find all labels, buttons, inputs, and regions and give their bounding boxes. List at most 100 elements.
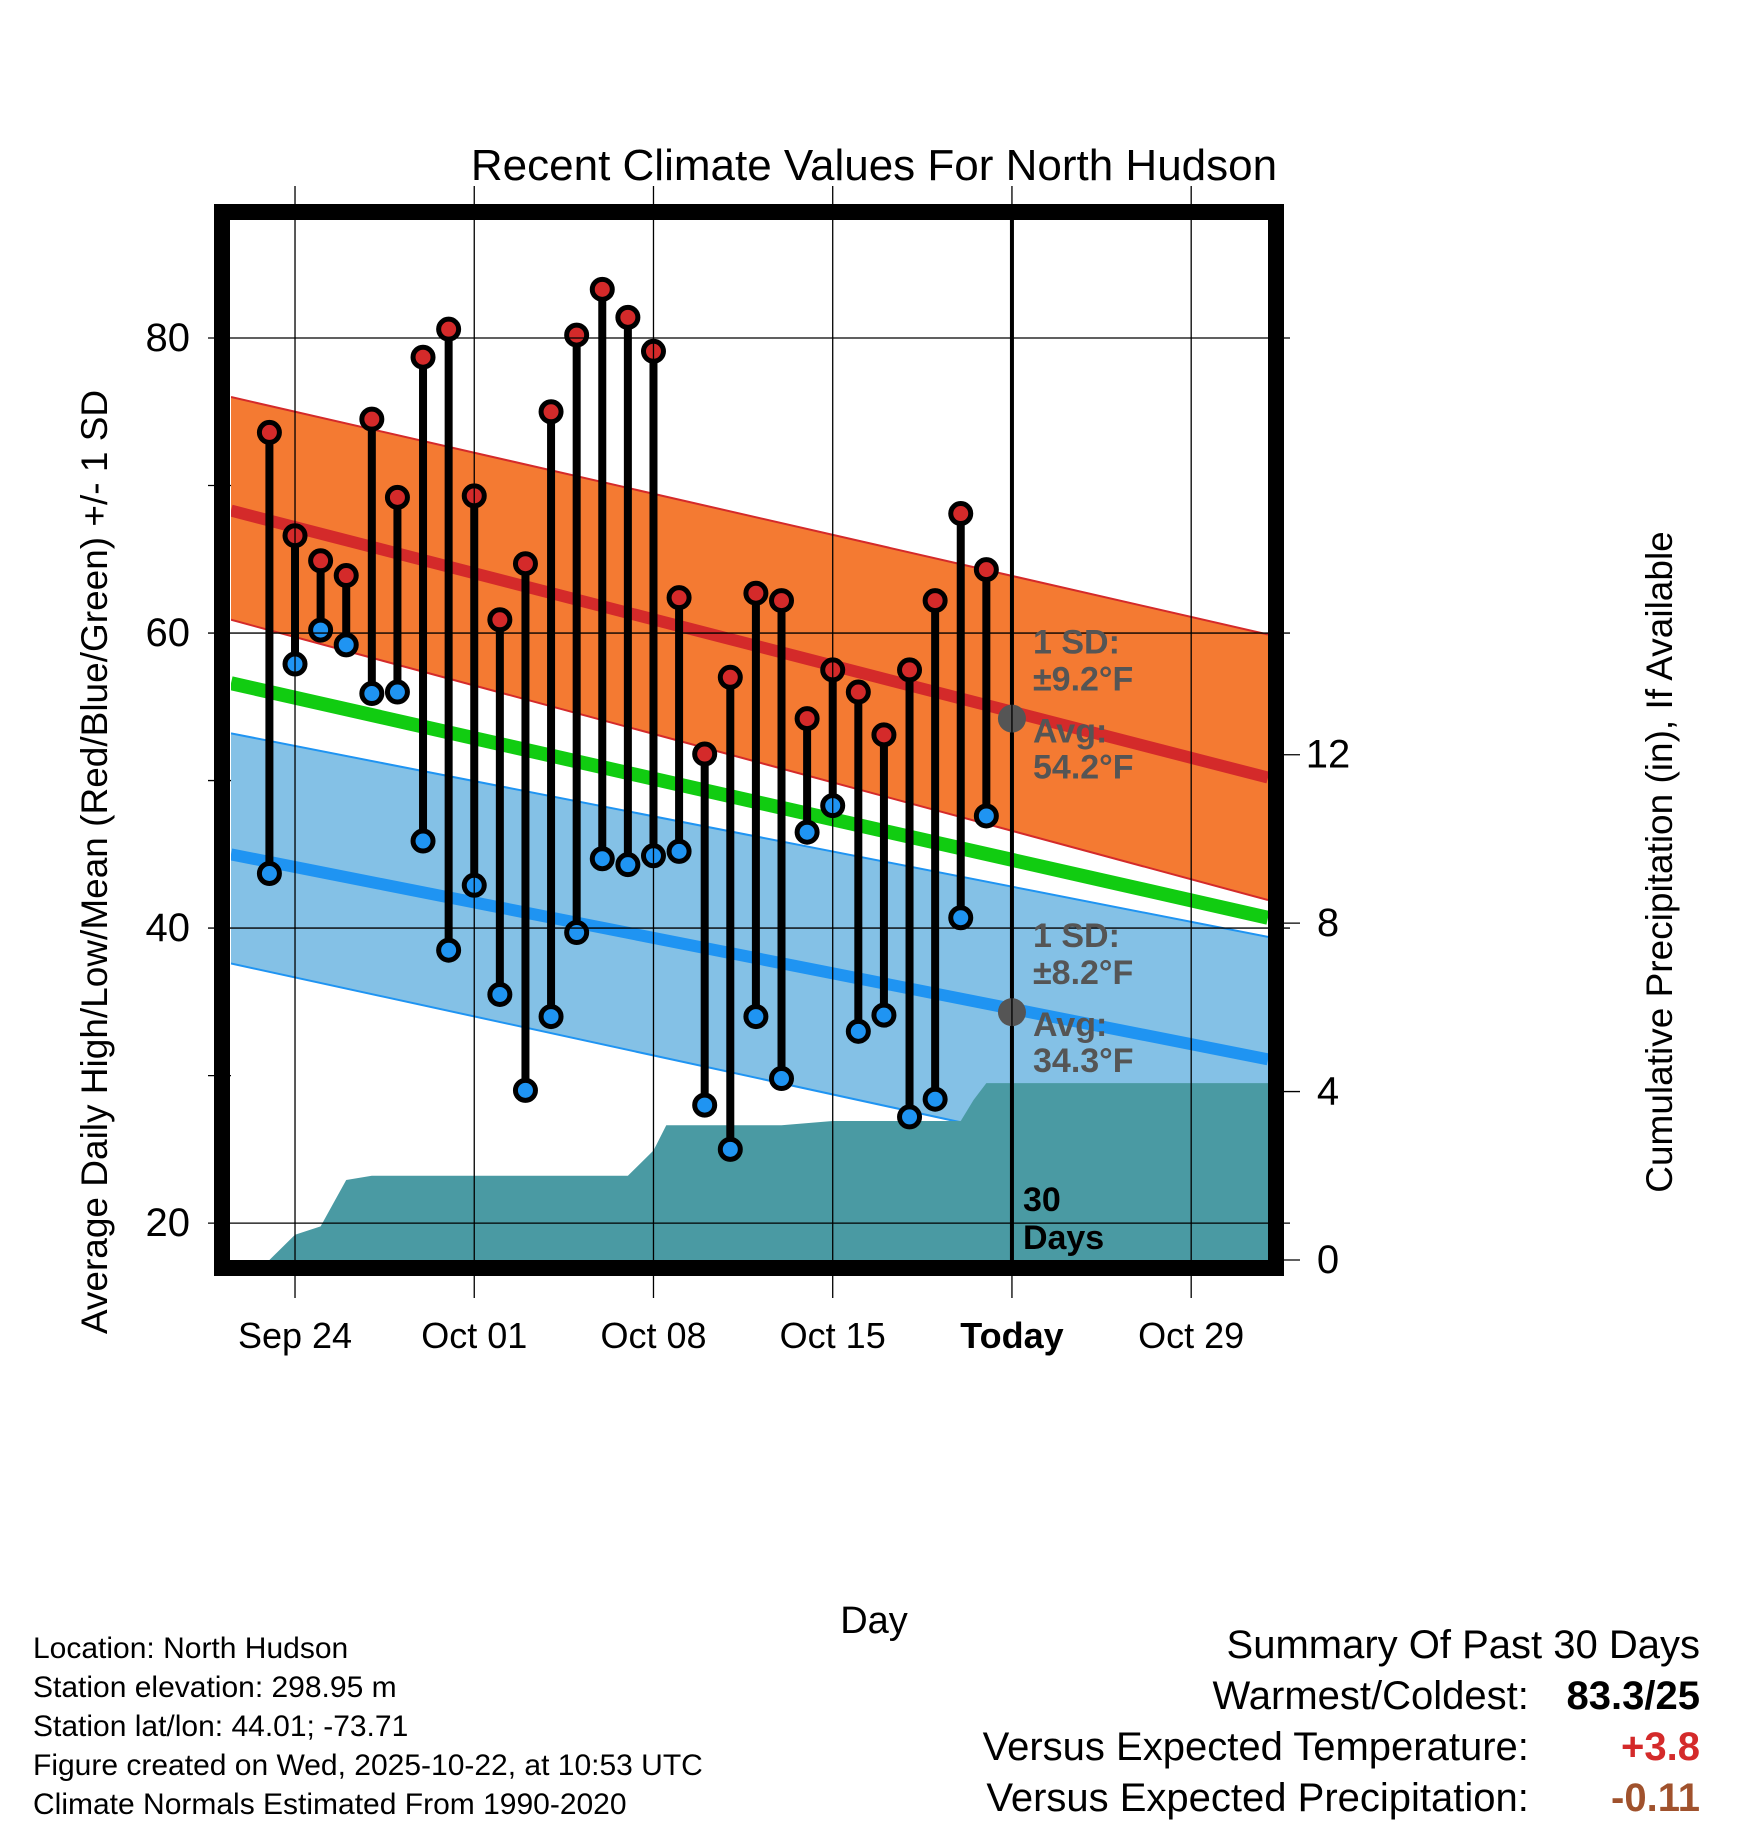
low-point [333, 632, 359, 658]
high-point [769, 588, 795, 614]
low-point [743, 1004, 769, 1030]
x-tick-label: Oct 15 [780, 1315, 886, 1356]
low-avg-label: Avg: [1033, 1006, 1107, 1044]
high-point [436, 316, 462, 342]
summary-warmest-label: Warmest/Coldest: [1212, 1674, 1529, 1718]
low-point [256, 861, 282, 887]
high-sd-upper-line [231, 396, 1268, 636]
plot-frame [214, 204, 1284, 1276]
low-point [512, 1077, 538, 1103]
today-count-number: 30 [1023, 1181, 1061, 1219]
high-avg-label: Avg: [1033, 713, 1107, 751]
y-tick-label-right: 12 [1306, 733, 1351, 777]
high-sd-label: 1 SD: [1033, 624, 1120, 662]
low-point [436, 937, 462, 963]
precip-area [243, 1083, 1268, 1260]
x-tick-label: Sep 24 [238, 1315, 352, 1356]
high-point [973, 557, 999, 583]
high-point [512, 551, 538, 577]
low-point [845, 1018, 871, 1044]
low-point [692, 1092, 718, 1118]
latlon-text: Station lat/lon: 44.01; -73.71 [33, 1710, 409, 1743]
station-info: Location: North Hudson Station elevation… [33, 1629, 703, 1824]
low-sd-upper-line [231, 732, 1268, 938]
high-point [564, 322, 590, 348]
y-tick-label-right: 4 [1317, 1070, 1339, 1114]
high-sd-lower-line [231, 618, 1268, 902]
elevation-text: Station elevation: 298.95 m [33, 1671, 397, 1704]
high-point [256, 419, 282, 445]
high-point [538, 399, 564, 425]
low-point [308, 617, 334, 643]
low-point [717, 1136, 743, 1162]
low-point [794, 819, 820, 845]
high-point [897, 657, 923, 683]
low-point [589, 846, 615, 872]
low-avg-value: 34.3°F [1033, 1042, 1134, 1080]
y-axis-right-label: Cumulative Precipitation (in), If Availa… [1639, 531, 1680, 1193]
high-point [845, 679, 871, 705]
normal-high-line [231, 504, 1268, 784]
low-point [948, 905, 974, 931]
today-count-unit: Days [1023, 1219, 1104, 1257]
high-point [948, 501, 974, 527]
high-point [717, 664, 743, 690]
y-tick-label-left: 60 [146, 611, 191, 655]
low-point [769, 1066, 795, 1092]
plot-inner [231, 220, 1268, 1260]
low-point [538, 1004, 564, 1030]
x-tick-label: Oct 01 [421, 1315, 527, 1356]
y-tick-label-left: 40 [146, 906, 191, 950]
high-point [589, 276, 615, 302]
high-point [308, 548, 334, 574]
location-text: Location: North Hudson [33, 1632, 349, 1665]
low-point [410, 828, 436, 854]
high-point [666, 585, 692, 611]
high-point [692, 741, 718, 767]
high-point [871, 722, 897, 748]
low-point [973, 803, 999, 829]
low-point [564, 920, 590, 946]
low-sd-value: ±8.2°F [1033, 954, 1133, 992]
high-sd-value: ±9.2°F [1033, 661, 1133, 699]
low-point [897, 1104, 923, 1130]
x-axis-label: Day [840, 1600, 908, 1642]
high-point [487, 607, 513, 633]
summary-precip-value: -0.11 [1611, 1776, 1700, 1820]
summary-temp-value: +3.8 [1621, 1725, 1700, 1769]
high-point [922, 588, 948, 614]
low-point [922, 1086, 948, 1112]
y-axis-left-label: Average Daily High/Low/Mean (Red/Blue/Gr… [74, 390, 115, 1334]
summary-precip-row: Versus Expected Precipitation: -0.11 [983, 1773, 1700, 1824]
x-tick-label: Oct 29 [1138, 1315, 1244, 1356]
normals-text: Climate Normals Estimated From 1990-2020 [33, 1788, 627, 1821]
high-avg-value: 54.2°F [1033, 749, 1134, 787]
summary-precip-label: Versus Expected Precipitation: [986, 1776, 1529, 1820]
summary-title: Summary Of Past 30 Days [1226, 1623, 1700, 1667]
summary-temp-row: Versus Expected Temperature: +3.8 [983, 1722, 1700, 1773]
normal-low-line [231, 848, 1268, 1066]
low-point [666, 838, 692, 864]
high-point [615, 304, 641, 330]
y-tick-label-right: 0 [1317, 1238, 1339, 1282]
high-point [359, 406, 385, 432]
normal-mean-line [231, 676, 1268, 925]
low-point [487, 981, 513, 1007]
summary-panel: Summary Of Past 30 Days Warmest/Coldest:… [983, 1620, 1700, 1824]
high-point [743, 580, 769, 606]
high-point [384, 484, 410, 510]
y-tick-label-right: 8 [1317, 901, 1339, 945]
summary-warmest-row: Warmest/Coldest: 83.3/25 [983, 1671, 1701, 1722]
y-tick-label-left: 20 [146, 1201, 191, 1245]
low-point [384, 679, 410, 705]
low-sd-label: 1 SD: [1033, 917, 1120, 955]
x-tick-label: Today [960, 1315, 1063, 1356]
high-point [410, 344, 436, 370]
y-tick-label-left: 80 [146, 316, 191, 360]
created-text: Figure created on Wed, 2025-10-22, at 10… [33, 1749, 703, 1782]
summary-temp-label: Versus Expected Temperature: [982, 1725, 1529, 1769]
high-point [794, 706, 820, 732]
chart-title: Recent Climate Values For North Hudson [471, 141, 1277, 190]
